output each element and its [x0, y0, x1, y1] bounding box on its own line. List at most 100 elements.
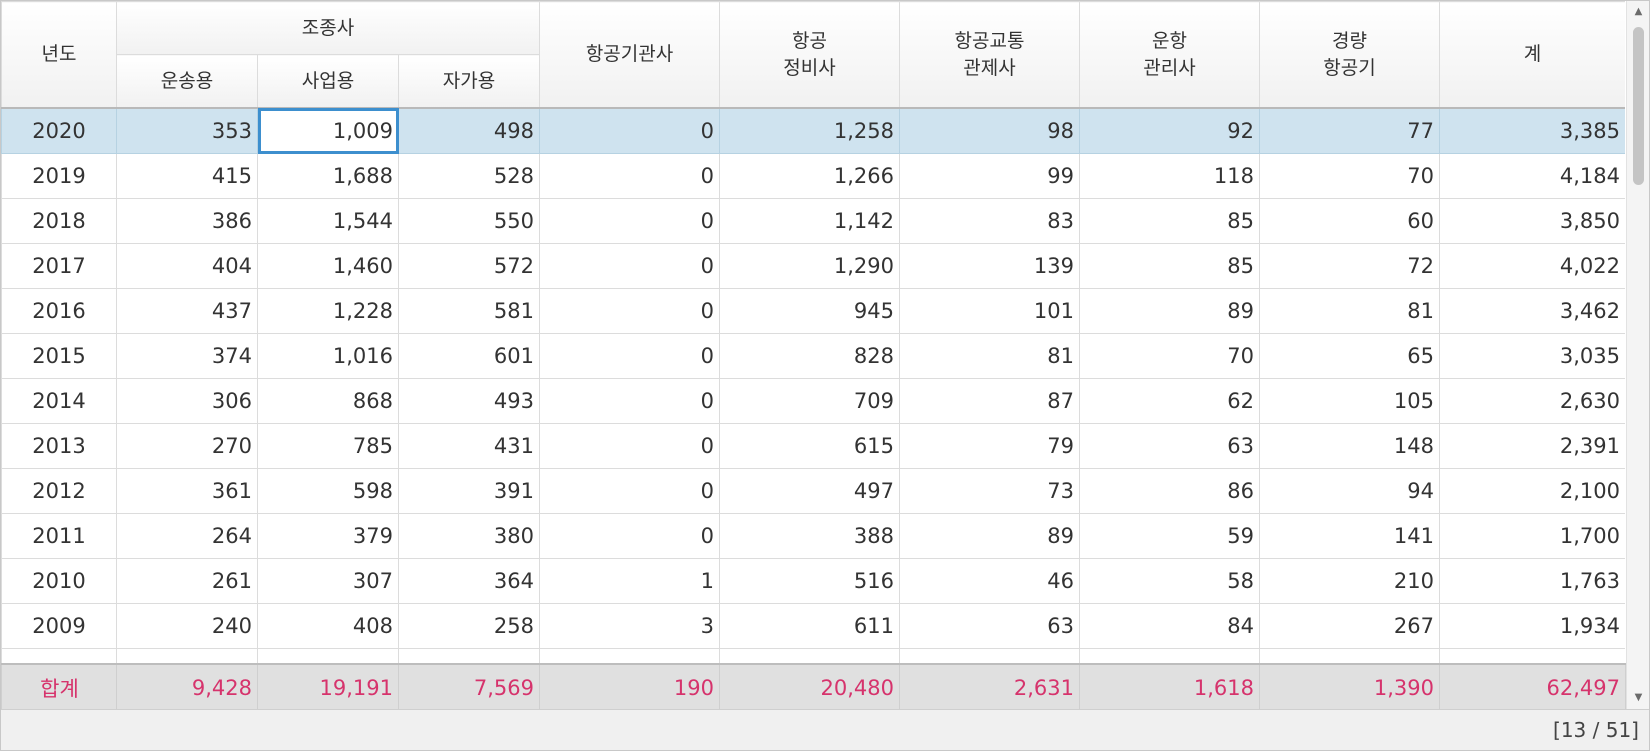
value-cell[interactable]: 0 — [539, 333, 721, 379]
year-cell[interactable]: 2014 — [1, 378, 117, 424]
value-cell[interactable]: 386 — [116, 198, 258, 244]
value-cell[interactable]: 391 — [397, 468, 541, 514]
value-cell[interactable]: 139 — [899, 243, 1081, 289]
table-row[interactable]: 2020 353 1,009 498 0 1,258 98 92 77 3,385 — [1, 107, 1625, 154]
table-row[interactable]: 2017 404 1,460 572 0 1,290 139 85 72 4,022 — [1, 243, 1625, 289]
value-cell[interactable]: 1 — [539, 558, 721, 604]
table-row[interactable]: 2011 264 379 380 0 388 89 59 141 1,700 — [1, 513, 1625, 559]
value-cell[interactable]: 0 — [539, 468, 721, 514]
value-cell[interactable]: 1,700 — [1439, 513, 1625, 559]
value-cell[interactable]: 828 — [719, 333, 901, 379]
value-cell[interactable]: 0 — [539, 243, 721, 289]
value-cell[interactable]: 101 — [899, 288, 1081, 334]
year-cell[interactable]: 2011 — [1, 513, 117, 559]
value-cell[interactable]: 60 — [1259, 198, 1441, 244]
value-cell[interactable]: 73 — [899, 468, 1081, 514]
value-cell[interactable]: 87 — [899, 378, 1081, 424]
value-cell[interactable]: 307 — [257, 558, 399, 604]
value-cell[interactable]: 85 — [1079, 243, 1261, 289]
value-cell[interactable]: 415 — [116, 153, 258, 199]
value-cell[interactable]: 611 — [719, 603, 901, 649]
value-cell[interactable]: 0 — [539, 288, 721, 334]
scrollbar-thumb[interactable] — [1633, 27, 1644, 185]
value-cell[interactable]: 868 — [257, 378, 399, 424]
value-cell[interactable]: 63 — [899, 603, 1081, 649]
col-header-pilot-transport[interactable]: 운송용 — [116, 54, 258, 109]
value-cell[interactable]: 118 — [1079, 153, 1261, 199]
value-cell[interactable]: 353 — [116, 107, 258, 154]
value-cell[interactable]: 141 — [1259, 513, 1441, 559]
year-cell[interactable]: 2010 — [1, 558, 117, 604]
value-cell[interactable]: 0 — [539, 198, 721, 244]
value-cell[interactable]: 83 — [899, 198, 1081, 244]
value-cell[interactable]: 85 — [1079, 198, 1261, 244]
value-cell[interactable]: 92 — [1079, 107, 1261, 154]
table-row[interactable]: 2018 386 1,544 550 0 1,142 83 85 60 3,850 — [1, 198, 1625, 244]
value-cell[interactable]: 94 — [1259, 468, 1441, 514]
value-cell[interactable]: 550 — [397, 198, 541, 244]
value-cell[interactable]: 81 — [1259, 288, 1441, 334]
year-cell[interactable]: 2009 — [1, 603, 117, 649]
up-arrow-icon[interactable]: ▲ — [1634, 6, 1643, 17]
value-cell[interactable]: 81 — [899, 333, 1081, 379]
value-cell[interactable]: 270 — [116, 423, 258, 469]
table-row[interactable]: 2015 374 1,016 601 0 828 81 70 65 3,035 — [1, 333, 1625, 379]
value-cell[interactable]: 3,035 — [1439, 333, 1625, 379]
value-cell[interactable]: 709 — [719, 378, 901, 424]
value-cell[interactable]: 601 — [397, 333, 541, 379]
value-cell[interactable]: 98 — [899, 107, 1081, 154]
value-cell[interactable]: 1,228 — [257, 288, 399, 334]
year-cell[interactable]: 2020 — [1, 107, 117, 154]
vertical-scrollbar[interactable]: ▲ ▼ — [1626, 1, 1649, 709]
value-cell[interactable]: 361 — [116, 468, 258, 514]
table-row[interactable]: 2019 415 1,688 528 0 1,266 99 118 70 4,184 — [1, 153, 1625, 199]
value-cell[interactable]: 86 — [1079, 468, 1261, 514]
col-header-total[interactable]: 계 — [1439, 1, 1625, 109]
table-row[interactable]: 2009 240 408 258 3 611 63 84 267 1,934 — [1, 603, 1625, 649]
value-cell[interactable]: 404 — [116, 243, 258, 289]
value-cell[interactable]: 408 — [257, 603, 399, 649]
col-header-pilot-business[interactable]: 사업용 — [257, 54, 399, 109]
table-row[interactable]: 2010 261 307 364 1 516 46 58 210 1,763 — [1, 558, 1625, 604]
value-cell[interactable]: 105 — [1259, 378, 1441, 424]
table-row[interactable]: 2013 270 785 431 0 615 79 63 148 2,391 — [1, 423, 1625, 469]
value-cell[interactable]: 261 — [116, 558, 258, 604]
value-cell[interactable]: 3,850 — [1439, 198, 1625, 244]
value-cell[interactable]: 2,630 — [1439, 378, 1625, 424]
value-cell[interactable]: 1,688 — [257, 153, 399, 199]
value-cell[interactable]: 77 — [1259, 107, 1441, 154]
value-cell[interactable]: 379 — [257, 513, 399, 559]
value-cell[interactable]: 528 — [397, 153, 541, 199]
value-cell[interactable]: 1,266 — [719, 153, 901, 199]
value-cell[interactable]: 1,290 — [719, 243, 901, 289]
value-cell[interactable]: 497 — [719, 468, 901, 514]
value-cell[interactable]: 437 — [116, 288, 258, 334]
value-cell[interactable]: 89 — [1079, 288, 1261, 334]
value-cell[interactable]: 63 — [1079, 423, 1261, 469]
value-cell[interactable]: 258 — [397, 603, 541, 649]
value-cell[interactable]: 89 — [899, 513, 1081, 559]
value-cell[interactable]: 581 — [397, 288, 541, 334]
value-cell[interactable]: 0 — [539, 513, 721, 559]
year-cell[interactable]: 2016 — [1, 288, 117, 334]
value-cell[interactable]: 267 — [1259, 603, 1441, 649]
value-cell[interactable]: 498 — [397, 107, 541, 154]
value-cell[interactable]: 306 — [116, 378, 258, 424]
value-cell[interactable]: 70 — [1259, 153, 1441, 199]
value-cell[interactable]: 1,544 — [257, 198, 399, 244]
table-row[interactable]: 2014 306 868 493 0 709 87 62 105 2,630 — [1, 378, 1625, 424]
year-cell[interactable]: 2015 — [1, 333, 117, 379]
value-cell[interactable]: 240 — [116, 603, 258, 649]
value-cell[interactable]: 374 — [116, 333, 258, 379]
value-cell[interactable]: 79 — [899, 423, 1081, 469]
col-header-light-aircraft[interactable]: 경량 항공기 — [1259, 1, 1441, 109]
down-arrow-icon[interactable]: ▼ — [1634, 692, 1643, 703]
value-cell[interactable]: 431 — [397, 423, 541, 469]
value-cell[interactable]: 493 — [397, 378, 541, 424]
value-cell[interactable]: 785 — [257, 423, 399, 469]
value-cell[interactable]: 0 — [539, 378, 721, 424]
col-header-flight-engineer[interactable]: 항공기관사 — [539, 1, 721, 109]
value-cell[interactable]: 2,100 — [1439, 468, 1625, 514]
value-cell[interactable]: 598 — [257, 468, 399, 514]
value-cell[interactable]: 380 — [397, 513, 541, 559]
